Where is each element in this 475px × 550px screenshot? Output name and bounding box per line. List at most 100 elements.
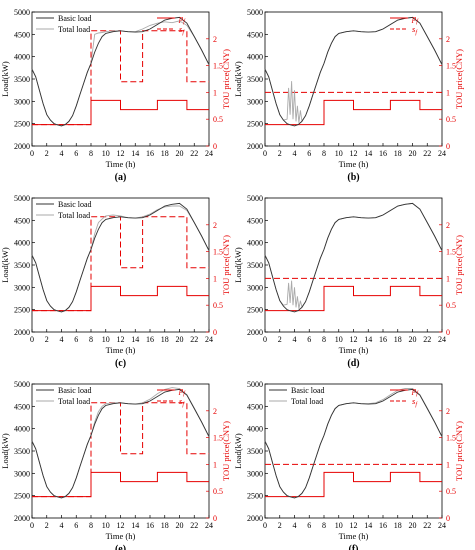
y-tick-label: 4500 [14, 30, 30, 39]
x-tick-label: 8 [322, 335, 326, 344]
series-line-p-f [265, 99, 442, 126]
x-tick-label: 16 [379, 335, 387, 344]
x-tick-label: 16 [146, 335, 154, 344]
y-tick-label: 3000 [247, 469, 263, 478]
x-tick-label: 12 [117, 149, 125, 158]
y2-tick-label: 0.5 [213, 301, 223, 310]
y-tick-label: 2500 [14, 306, 30, 315]
x-tick-label: 18 [394, 149, 402, 158]
x-tick-label: 4 [60, 149, 64, 158]
chart-panel-f: 0 2 4 6 8 10 12 14 16 18 20 22 242000250030003500400… [233, 380, 464, 550]
y-axis-label: Load(kW) [233, 61, 243, 97]
x-tick-label: 12 [117, 521, 125, 530]
x-tick-label: 14 [364, 335, 372, 344]
y-tick-label: 3500 [14, 447, 30, 456]
x-tick-label: 4 [60, 521, 64, 530]
y-tick-label: 2000 [14, 142, 30, 151]
y-tick-label: 4000 [14, 425, 30, 434]
y-tick-label: 2500 [14, 492, 30, 501]
chart-panel-e: 0 2 4 6 8 10 12 14 16 18 20 22 242000250030003500400… [0, 380, 231, 550]
y-tick-label: 4000 [247, 53, 263, 62]
legend-label: Basic load [58, 200, 92, 209]
x-axis-label: Time (h) [339, 159, 369, 169]
x-tick-label: 0 [263, 521, 267, 530]
y2-tick-label: 1 [446, 460, 450, 469]
series-line-basic-load [31, 388, 210, 499]
x-tick-label: 2 [278, 335, 282, 344]
y2-tick-label: 0 [446, 514, 450, 523]
x-tick-label: 8 [89, 149, 93, 158]
y2-tick-label: 0.5 [213, 487, 223, 496]
y-tick-label: 3000 [14, 97, 30, 106]
y2-tick-label: 1.5 [213, 62, 223, 71]
x-tick-label: 24 [438, 521, 446, 530]
y2-tick-label: 1.5 [446, 248, 456, 257]
y2-tick-label: 0.5 [446, 487, 456, 496]
x-tick-label: 6 [307, 149, 311, 158]
x-tick-label: 8 [322, 149, 326, 158]
x-tick-label: 0 [30, 521, 34, 530]
y2-tick-label: 0 [213, 328, 217, 337]
y-tick-label: 4500 [14, 402, 30, 411]
legend-label-price: pf [178, 385, 186, 397]
x-tick-label: 10 [335, 149, 343, 158]
series-line-basic-load [264, 16, 443, 127]
x-tick-label: 8 [89, 335, 93, 344]
y-tick-label: 4500 [247, 402, 263, 411]
y-tick-label: 2000 [247, 328, 263, 337]
x-axis-label: Time (h) [339, 345, 369, 355]
y-tick-label: 3500 [14, 261, 30, 270]
x-tick-label: 0 [263, 149, 267, 158]
x-axis-label: Time (h) [339, 531, 369, 541]
y-tick-label: 3000 [247, 283, 263, 292]
x-tick-label: 16 [379, 521, 387, 530]
chart-panel-a: 0 2 4 6 8 10 12 14 16 18 20 22 242000250030003500400… [0, 8, 231, 183]
legend-label: Total load [291, 397, 323, 406]
x-axis-label: Time (h) [106, 531, 136, 541]
x-tick-label: 14 [364, 149, 372, 158]
x-tick-label: 10 [102, 521, 110, 530]
legend-label: Total load [58, 397, 90, 406]
panel-caption: (b) [347, 172, 359, 183]
x-tick-label: 12 [350, 149, 358, 158]
series-line-p-f [265, 285, 442, 312]
x-tick-label: 4 [60, 335, 64, 344]
y2-axis-label: TOU price(CNY) [221, 421, 231, 481]
x-tick-label: 2 [45, 521, 49, 530]
y2-tick-label: 2 [213, 221, 217, 230]
y-tick-label: 4500 [14, 216, 30, 225]
y2-tick-label: 1 [446, 274, 450, 283]
y-tick-label: 3500 [247, 75, 263, 84]
legend-label-price: sf [179, 24, 185, 36]
chart-panel-d: 0 2 4 6 8 10 12 14 16 18 20 22 242000250030003500400… [233, 194, 464, 369]
y-tick-label: 5000 [14, 380, 30, 389]
x-tick-label: 20 [409, 149, 417, 158]
y-tick-label: 3500 [247, 447, 263, 456]
y2-tick-label: 1.5 [446, 434, 456, 443]
series-line-s-f [32, 402, 209, 498]
y2-axis-label: TOU price(CNY) [454, 235, 464, 295]
chart-panel-c: 0 2 4 6 8 10 12 14 16 18 20 22 242000250030003500400… [0, 194, 231, 369]
x-tick-label: 10 [102, 149, 110, 158]
panel-caption: (f) [349, 544, 359, 550]
legend-label-price: pf [178, 13, 186, 25]
legend-label: Total load [58, 211, 90, 220]
y2-tick-label: 0.5 [446, 115, 456, 124]
y-tick-label: 5000 [14, 8, 30, 17]
x-tick-label: 24 [438, 335, 446, 344]
x-tick-label: 4 [293, 149, 297, 158]
x-tick-label: 6 [74, 149, 78, 158]
y-tick-label: 4000 [14, 53, 30, 62]
y-tick-label: 2500 [247, 492, 263, 501]
series-line-p-f [32, 285, 209, 312]
x-tick-label: 8 [322, 521, 326, 530]
y2-tick-label: 1 [446, 88, 450, 97]
x-tick-label: 14 [131, 521, 139, 530]
x-tick-label: 24 [205, 335, 213, 344]
x-tick-label: 12 [350, 335, 358, 344]
x-tick-label: 10 [335, 335, 343, 344]
y-tick-label: 5000 [247, 8, 263, 17]
x-tick-label: 18 [161, 149, 169, 158]
x-tick-label: 14 [131, 335, 139, 344]
